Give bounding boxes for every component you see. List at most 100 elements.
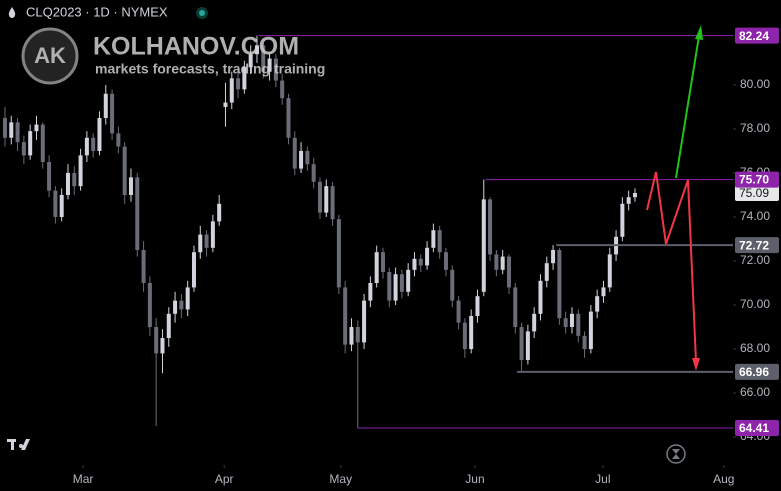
candle-body — [393, 274, 398, 301]
brand: KOLHANOV.COM — [93, 33, 299, 61]
candle-body — [28, 131, 33, 156]
y-tick-label: 72.00 — [740, 253, 770, 267]
y-tick-label: 80.00 — [740, 77, 770, 91]
last-price-box — [735, 184, 779, 201]
candle-body — [84, 137, 89, 156]
candle-body — [223, 102, 228, 107]
candle-body — [128, 177, 133, 195]
candle-body — [324, 186, 329, 213]
candle-body — [551, 249, 556, 264]
candle-body — [412, 258, 417, 270]
plot-area: 64.0066.0068.0070.0072.0074.0076.0078.00… — [2, 35, 770, 486]
candle-body — [330, 186, 335, 220]
level-label-box — [735, 420, 779, 437]
symbol[interactable]: CLQ2023 · 1D · NYMEX — [26, 4, 168, 19]
candle-body — [519, 327, 524, 361]
candle-body — [387, 272, 392, 301]
arrow-head-up — [695, 25, 703, 40]
status-dot — [199, 10, 205, 16]
candle-body — [513, 287, 518, 328]
candle-body — [607, 254, 612, 288]
x-tick-label: May — [329, 472, 352, 486]
candle-body — [173, 300, 178, 314]
level-label-box — [735, 171, 779, 188]
replay-button[interactable] — [666, 444, 686, 464]
level-label: 72.72 — [739, 238, 769, 252]
candle-body — [443, 252, 448, 270]
candle-body — [292, 137, 297, 169]
tv-logo — [7, 439, 30, 450]
candle-body — [210, 221, 215, 248]
candle-body — [305, 150, 310, 165]
level-label-box — [735, 363, 779, 380]
candle-body — [273, 58, 278, 81]
candle-body — [116, 133, 121, 147]
projection-up — [675, 35, 700, 179]
watermark: AK KOLHANOV.COM markets forecasts, tradi… — [21, 27, 325, 85]
candle-body — [141, 249, 146, 284]
candle-body — [380, 252, 385, 273]
candle-body — [362, 300, 367, 343]
candle-body — [576, 313, 581, 336]
candle-body — [336, 219, 341, 288]
candle-body — [204, 234, 209, 248]
candle-body — [437, 230, 442, 253]
candle-body — [406, 269, 411, 292]
x-tick-label: Apr — [215, 472, 234, 486]
candle-body — [544, 263, 549, 281]
candle-body — [582, 335, 587, 350]
candle-body — [65, 172, 70, 195]
candle-body — [557, 249, 562, 319]
candle-body — [399, 274, 404, 292]
candle-body — [569, 313, 574, 328]
candle-body — [343, 287, 348, 345]
candle-body — [91, 137, 96, 151]
candle-body — [185, 287, 190, 310]
candle-body — [462, 322, 467, 350]
candle-body — [595, 296, 600, 312]
candle-body — [21, 142, 26, 156]
y-tick-label: 66.00 — [740, 385, 770, 399]
x-tick-label: Jul — [595, 472, 610, 486]
candle-body — [53, 190, 58, 217]
arrow-head-down — [692, 358, 700, 371]
candle-body — [97, 117, 102, 151]
candle-body — [34, 124, 39, 132]
y-tick-label: 68.00 — [740, 341, 770, 355]
candle-body — [59, 194, 64, 217]
replay-icon — [672, 449, 680, 459]
candle-body — [450, 269, 455, 301]
candle-body — [355, 327, 360, 343]
candle-body — [261, 45, 266, 72]
candle-body — [500, 256, 505, 270]
candle-body — [15, 122, 20, 143]
level-label-box — [735, 27, 779, 44]
candle-body — [532, 313, 537, 332]
candle-body — [481, 199, 486, 292]
candle-body — [374, 252, 379, 284]
candle-body — [229, 78, 234, 103]
candle-body — [588, 311, 593, 350]
candle-body — [620, 203, 625, 237]
x-tick-label: Jun — [465, 472, 484, 486]
candle-body — [475, 296, 480, 317]
candle-body — [160, 338, 165, 354]
level-label: 66.96 — [739, 365, 769, 379]
candle-body — [626, 197, 631, 204]
candle-body — [469, 316, 474, 350]
candle-body — [494, 254, 499, 270]
x-tick-label: Mar — [73, 472, 94, 486]
level-label: 64.41 — [739, 421, 769, 435]
candle-body — [425, 247, 430, 266]
candle-body — [349, 327, 354, 345]
tagline: markets forecasts, trading training — [95, 61, 325, 77]
candle-body — [236, 78, 241, 90]
candle-body — [431, 230, 436, 248]
candle-body — [72, 172, 77, 187]
candle-body — [135, 177, 140, 250]
candle-body — [78, 155, 83, 187]
candle-body — [242, 67, 247, 90]
candle-body — [563, 318, 568, 328]
candle-body — [110, 93, 115, 134]
